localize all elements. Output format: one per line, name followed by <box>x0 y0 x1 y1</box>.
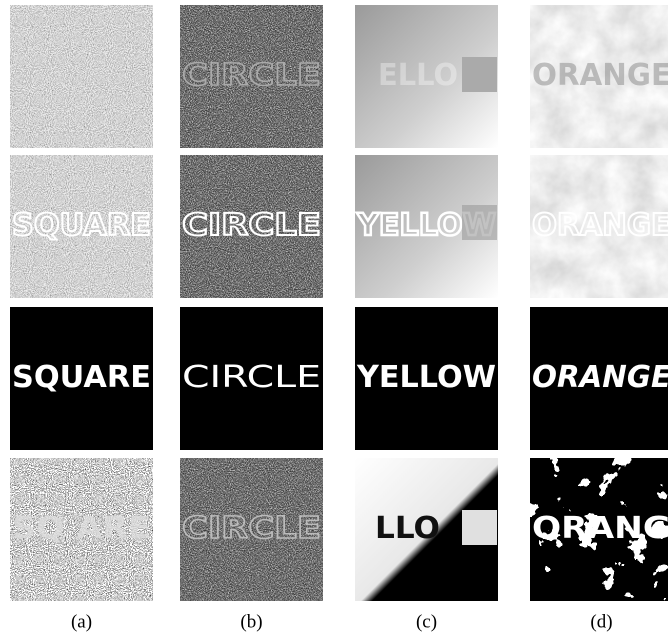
occluder-box <box>462 57 497 92</box>
cell-word: SQUARE <box>12 208 151 243</box>
image-cell: ELLO <box>355 5 498 148</box>
cell-background <box>180 458 323 601</box>
occluder-box <box>462 510 497 545</box>
caption: (d) <box>590 611 612 632</box>
cell-content: ORANGE <box>530 307 668 450</box>
image-cell: SQ ARE <box>10 458 153 601</box>
image-cell: SQUARE <box>10 307 153 450</box>
cell-word: CIRCLE <box>182 58 321 93</box>
cell-background <box>530 307 668 450</box>
cell-word: LLO <box>375 511 440 546</box>
cell-content: CIRCLE <box>180 155 323 298</box>
cell-word: CIRCLE <box>182 511 321 546</box>
image-cell <box>10 5 153 148</box>
cell-content: LLO <box>355 458 498 601</box>
cell-content: SQ ARE <box>10 458 153 601</box>
cell-background <box>530 458 668 601</box>
cell-background <box>180 307 323 450</box>
cell-background <box>10 458 153 601</box>
cell-word: SQ ARE <box>12 511 151 546</box>
image-cell: CIRCLE <box>180 307 323 450</box>
cell-content: YELLOW <box>355 307 498 450</box>
cell-content: CIRCLE <box>180 5 323 148</box>
image-cell: YELLOW <box>355 307 498 450</box>
cell-content: SQUARE <box>10 307 153 450</box>
cell-content: CIRCLE <box>180 307 323 450</box>
cell-word: CIRCLE <box>182 208 321 243</box>
caption: (c) <box>416 611 437 632</box>
cell-background <box>180 155 323 298</box>
cell-background <box>530 5 668 148</box>
cell-background <box>10 155 153 298</box>
cell-background <box>530 155 668 298</box>
image-cell: YELLOW <box>355 155 498 298</box>
cell-word: YELLOW <box>356 360 496 395</box>
cell-background <box>10 5 153 148</box>
image-cell: ORANG <box>530 458 668 601</box>
cell-content: ORANGE <box>530 155 668 298</box>
occluder-box <box>462 205 497 240</box>
cell-word: ORANGE <box>532 58 668 93</box>
cell-content: ELLO <box>355 5 498 148</box>
image-cell: LLO <box>355 458 498 601</box>
image-cell: ORANGE <box>530 307 668 450</box>
cell-content <box>10 5 153 148</box>
image-cell: ORANGE <box>530 155 668 298</box>
cell-word: ORANG <box>532 511 668 546</box>
caption: (a) <box>71 611 92 632</box>
image-cell: SQUARE <box>10 155 153 298</box>
cell-word: ELLO <box>378 58 458 93</box>
cell-content: ORANG <box>530 458 668 601</box>
cell-word: ORANGE <box>532 208 668 243</box>
cell-word: ORANGE <box>532 360 668 395</box>
cell-content: CIRCLE <box>180 458 323 601</box>
cell-content: SQUARE <box>10 155 153 298</box>
image-cell: ORANGE <box>530 5 668 148</box>
cell-background <box>10 307 153 450</box>
caption: (b) <box>240 611 262 632</box>
image-cell: CIRCLE <box>180 5 323 148</box>
cell-content: YELLOW <box>355 155 498 298</box>
cell-content: ORANGE <box>530 5 668 148</box>
image-cell: CIRCLE <box>180 458 323 601</box>
cell-word: SQUARE <box>12 360 151 395</box>
image-cell: CIRCLE <box>180 155 323 298</box>
cell-word: CIRCLE <box>182 360 321 395</box>
cell-background <box>355 307 498 450</box>
cell-background <box>180 5 323 148</box>
